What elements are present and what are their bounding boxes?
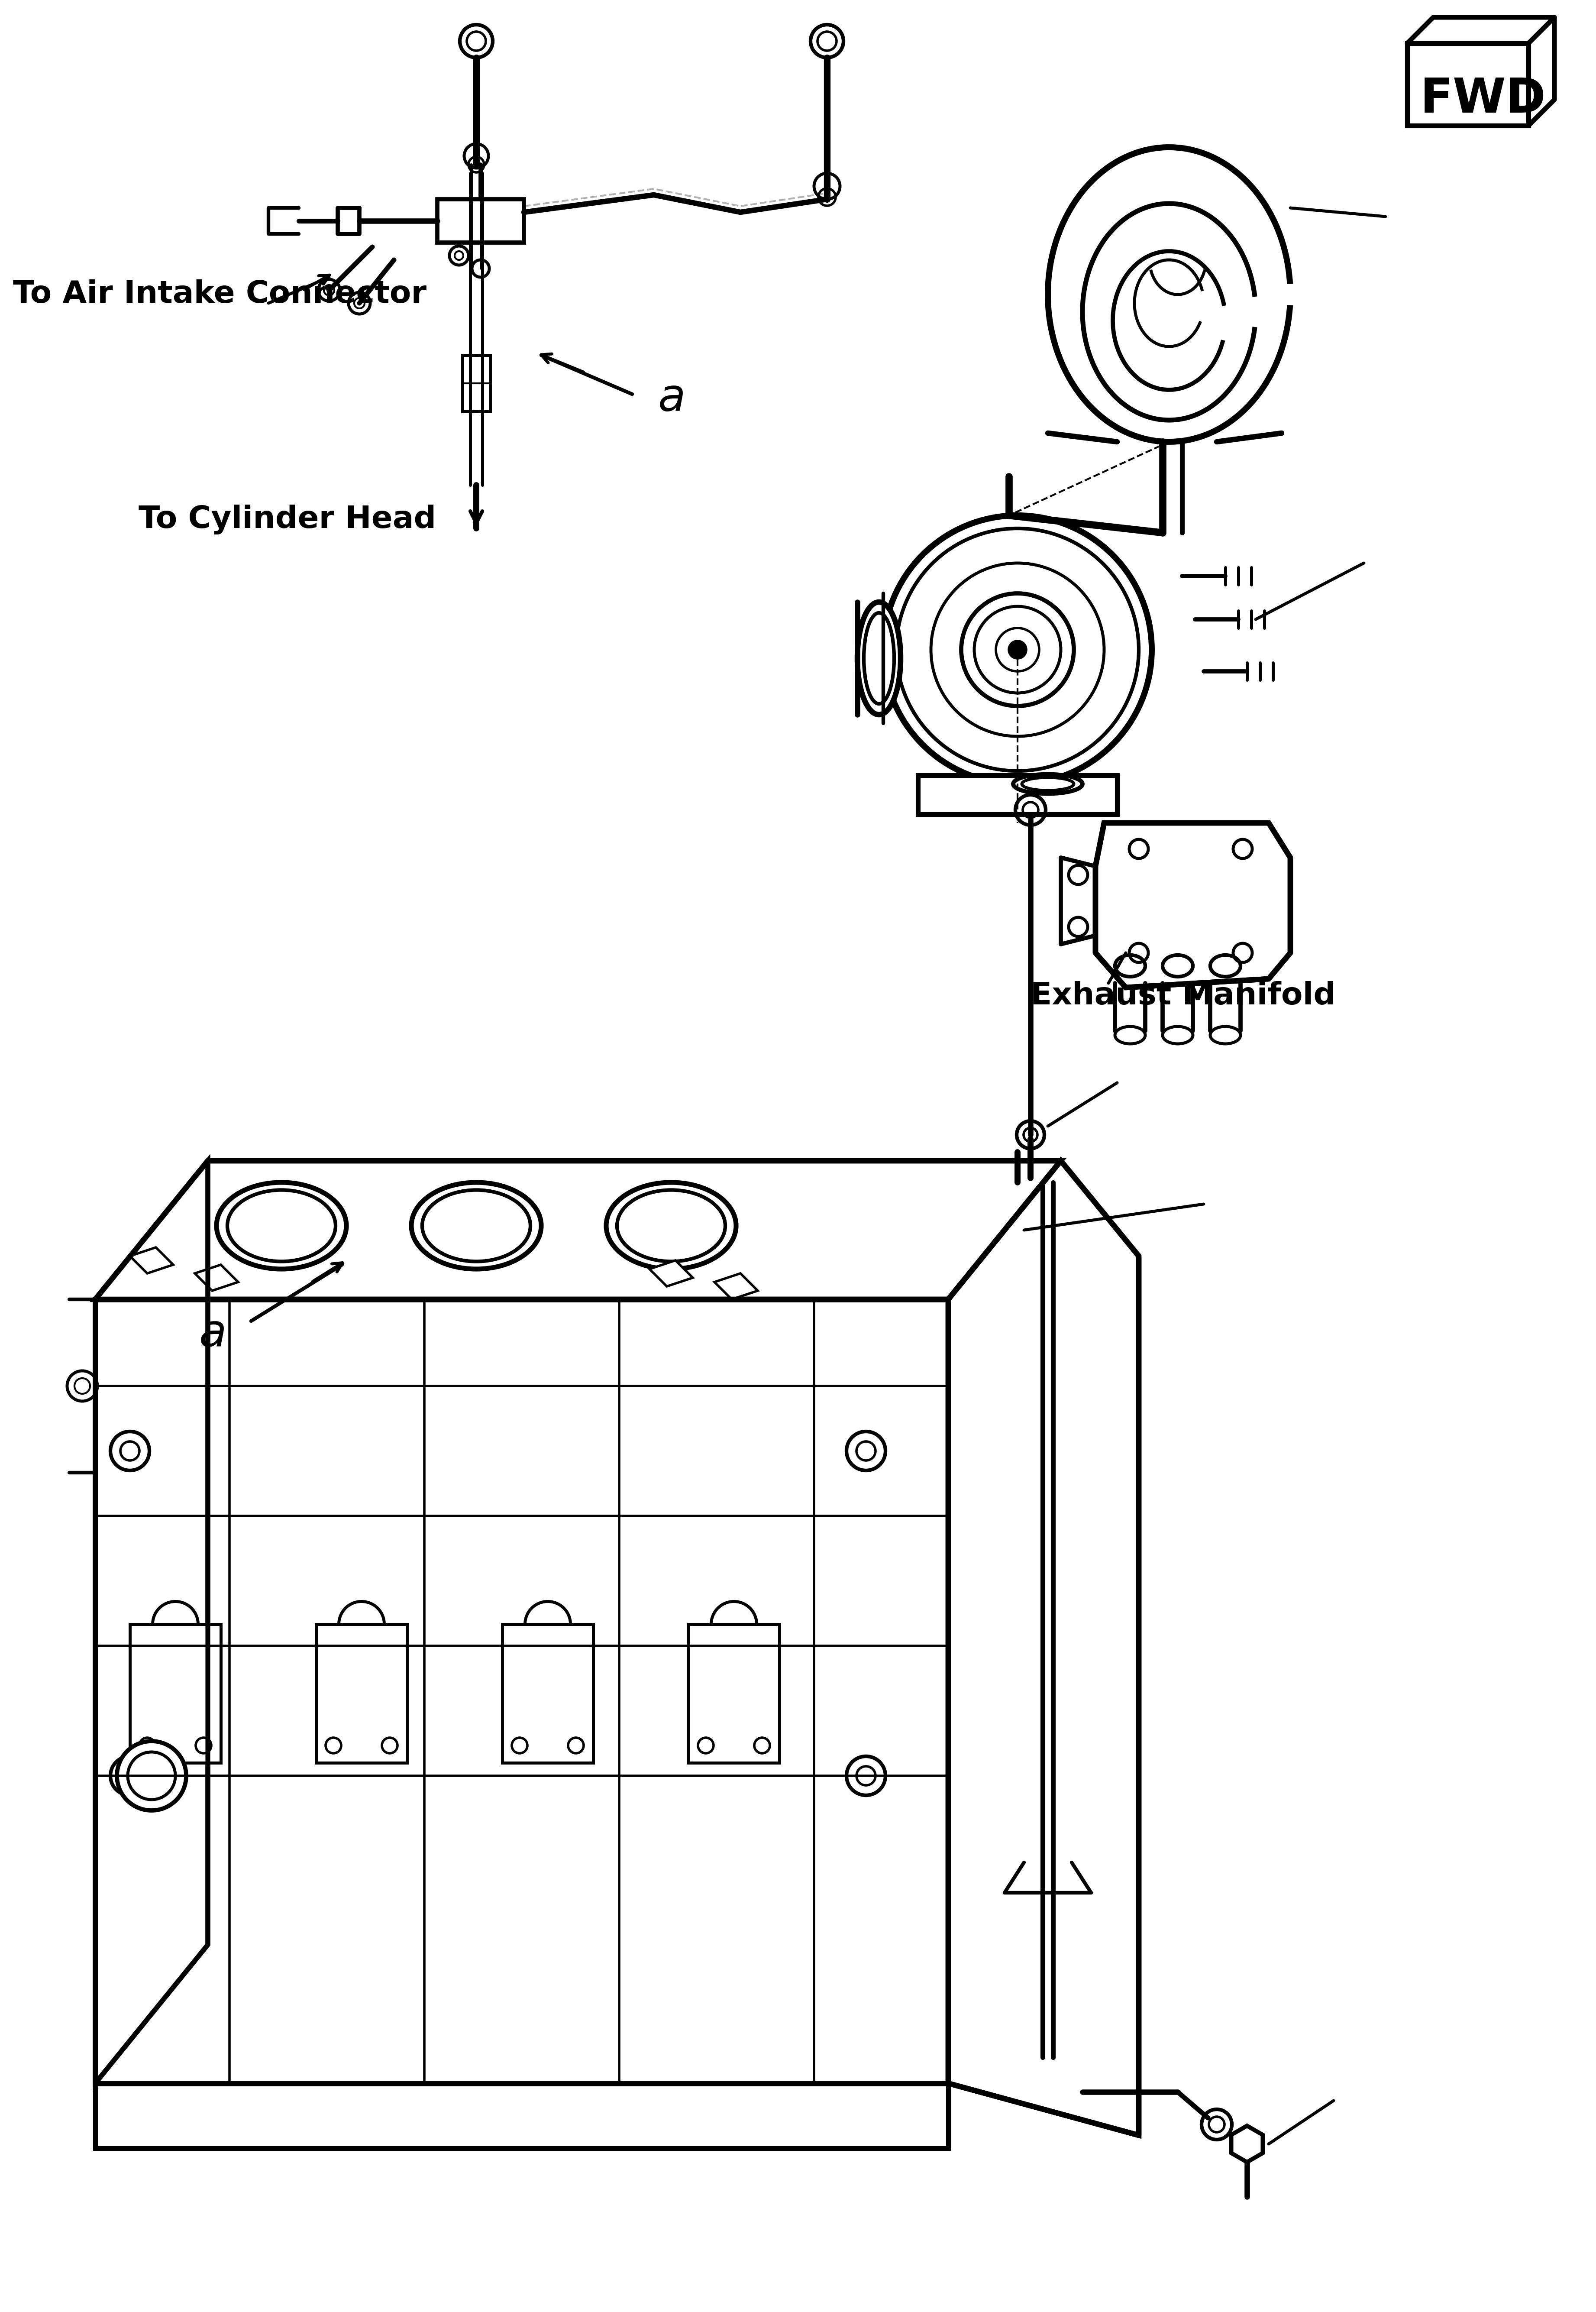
Bar	[316, 1625, 407, 1762]
Polygon shape	[96, 1161, 1060, 1299]
Text: To Cylinder Head: To Cylinder Head	[139, 504, 436, 534]
Ellipse shape	[1162, 955, 1192, 976]
Bar	[918, 775, 1117, 814]
Polygon shape	[129, 1248, 172, 1274]
Bar	[437, 199, 523, 243]
Circle shape	[1009, 640, 1026, 659]
Polygon shape	[96, 2083, 948, 2148]
Polygon shape	[1231, 2125, 1262, 2162]
Ellipse shape	[1013, 775, 1082, 793]
Bar	[688, 1625, 779, 1762]
Bar	[1031, 1205, 1065, 1230]
Ellipse shape	[1210, 955, 1240, 976]
Circle shape	[961, 594, 1074, 705]
Circle shape	[460, 25, 493, 58]
Text: a: a	[200, 1313, 227, 1355]
Polygon shape	[195, 1265, 238, 1290]
Text: a: a	[658, 377, 686, 421]
Circle shape	[67, 1371, 97, 1401]
Circle shape	[811, 25, 843, 58]
Bar	[463, 356, 490, 412]
Ellipse shape	[217, 1181, 346, 1269]
Polygon shape	[715, 1274, 758, 1299]
Polygon shape	[1406, 44, 1527, 125]
Ellipse shape	[412, 1181, 541, 1269]
Bar	[129, 1625, 220, 1762]
Circle shape	[1017, 1121, 1044, 1149]
Polygon shape	[96, 1299, 948, 2083]
Polygon shape	[650, 1260, 693, 1285]
Ellipse shape	[857, 601, 900, 714]
Circle shape	[117, 1741, 187, 1810]
Circle shape	[1015, 795, 1045, 825]
Polygon shape	[96, 1161, 207, 2083]
Circle shape	[883, 516, 1151, 784]
Text: Exhaust Manifold: Exhaust Manifold	[1031, 980, 1336, 1010]
Circle shape	[1202, 2109, 1232, 2139]
Ellipse shape	[1114, 955, 1144, 976]
Text: To Air Intake Connector: To Air Intake Connector	[13, 280, 426, 310]
Polygon shape	[948, 1161, 1138, 2136]
Bar	[503, 1625, 594, 1762]
Circle shape	[1063, 2072, 1101, 2111]
Polygon shape	[1095, 823, 1290, 987]
Ellipse shape	[606, 1181, 736, 1269]
Text: FWD: FWD	[1420, 76, 1547, 123]
